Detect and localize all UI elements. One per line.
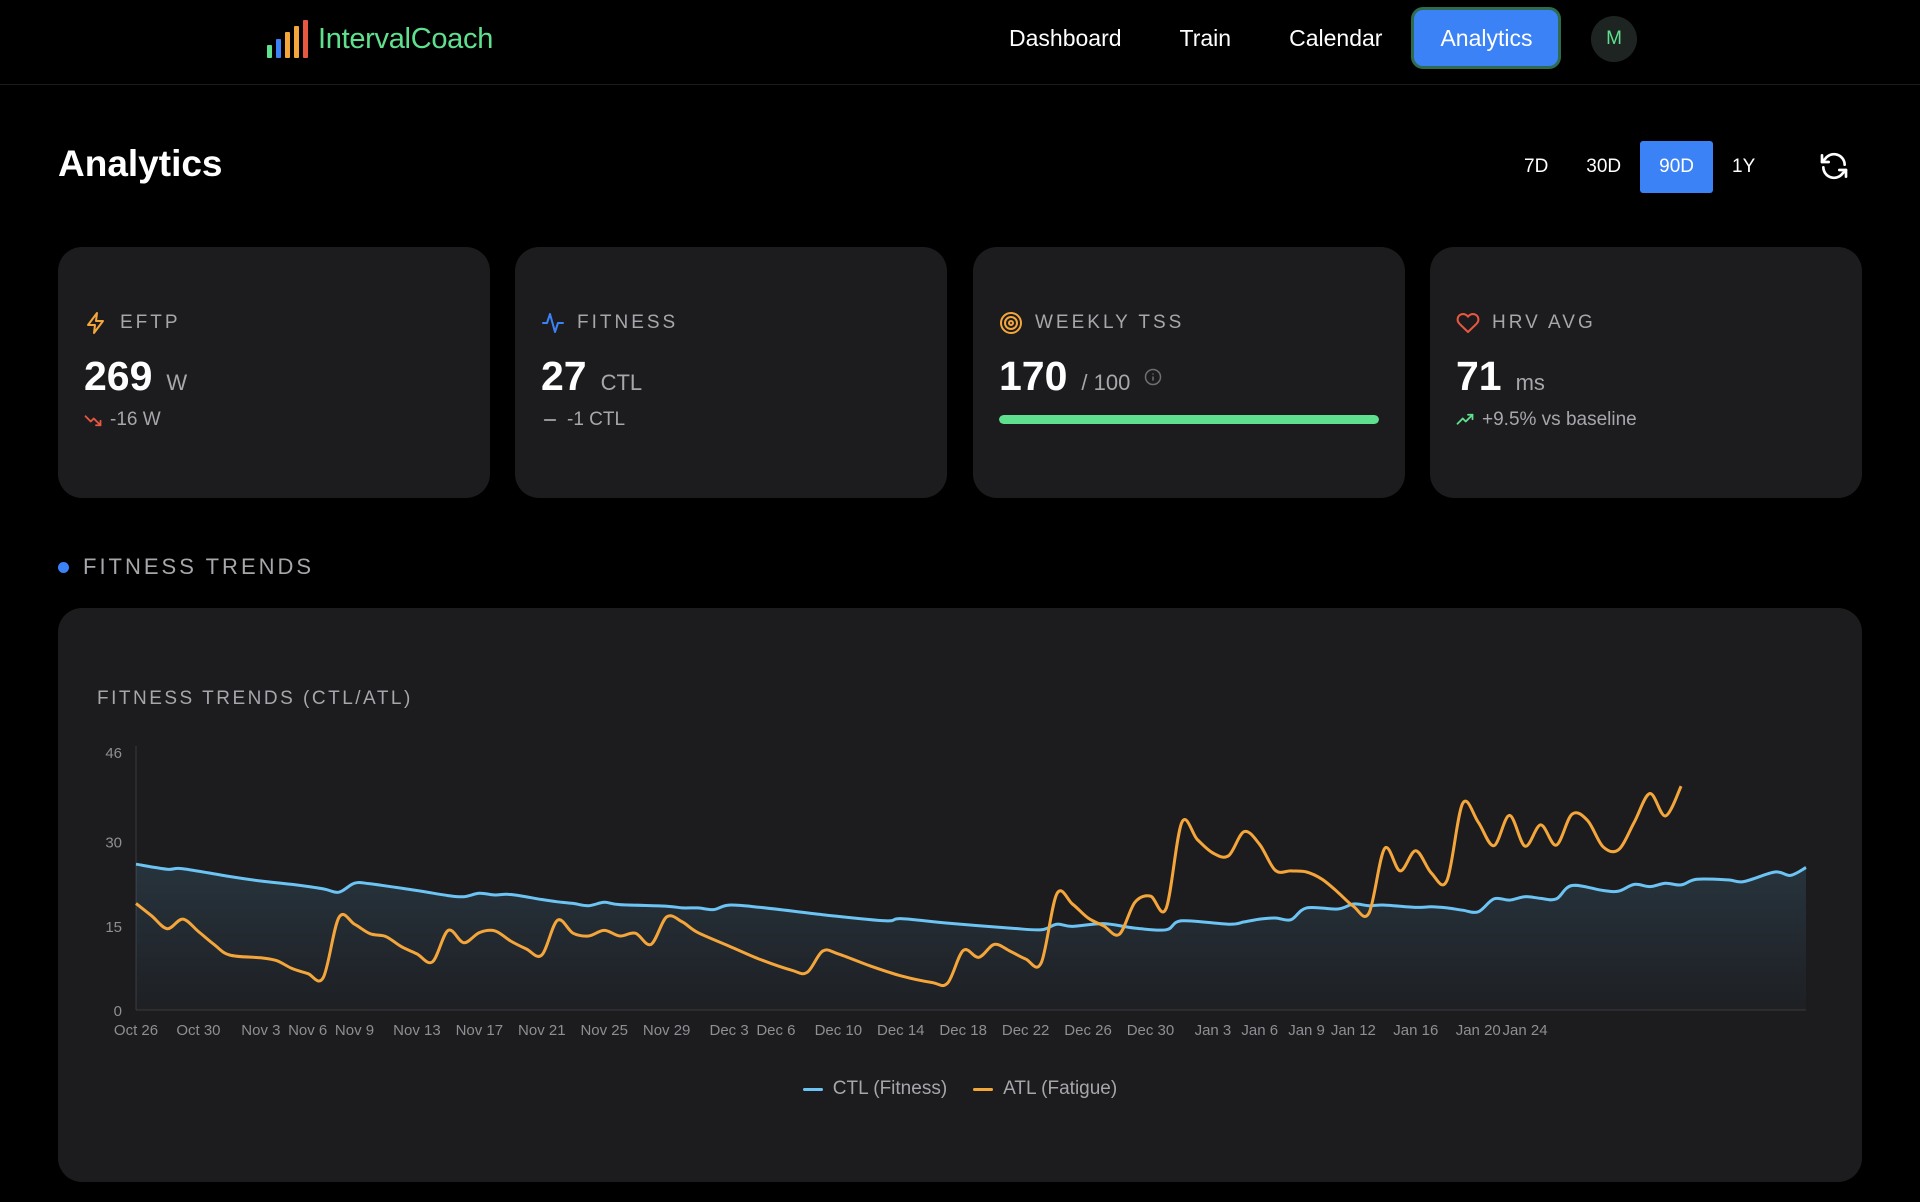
hrv-label: HRV AVG xyxy=(1492,312,1596,333)
lightning-icon xyxy=(87,312,104,334)
eftp-card[interactable]: EFTP 269 W -16 W xyxy=(58,247,490,498)
fitness-trends-section-header: FITNESS TRENDS xyxy=(58,554,314,580)
weekly-tss-progress-bar xyxy=(999,415,1379,424)
weekly-tss-value: 170 xyxy=(999,353,1068,399)
x-tick-label: Dec 18 xyxy=(939,1022,987,1039)
hrv-value: 71 xyxy=(1456,353,1502,399)
date-range-selector: 7D 30D 90D 1Y xyxy=(1505,141,1774,193)
range-1y-button[interactable]: 1Y xyxy=(1732,156,1756,177)
x-tick-label: Jan 9 xyxy=(1288,1022,1325,1039)
minus-icon xyxy=(543,419,557,421)
fitness-trends-chart[interactable]: 0 15 30 46 Oct 26 Oct 30 Nov 3 Nov 6 Nov 9 Nov 13… xyxy=(58,608,1862,1182)
x-tick-label: Jan 24 xyxy=(1503,1022,1548,1039)
x-tick-label: Nov 9 xyxy=(335,1022,374,1039)
x-tick-label: Jan 6 xyxy=(1241,1022,1278,1039)
x-tick-label: Nov 3 xyxy=(241,1022,280,1039)
legend-label-atl: ATL (Fatigue) xyxy=(1003,1078,1118,1099)
page-title: Analytics xyxy=(58,143,223,184)
fitness-delta: -1 CTL xyxy=(567,409,626,430)
nav-analytics[interactable]: Analytics xyxy=(1411,7,1562,69)
legend-item-atl[interactable]: ATL (Fatigue) xyxy=(973,1078,1117,1100)
weekly-tss-label: WEEKLY TSS xyxy=(1035,312,1185,333)
x-tick-label: Jan 3 xyxy=(1195,1022,1232,1039)
x-tick-label: Oct 30 xyxy=(176,1022,220,1039)
nav-dashboard[interactable]: Dashboard xyxy=(1009,25,1122,51)
fitness-value: 27 xyxy=(541,353,587,399)
fitness-label: FITNESS xyxy=(577,312,679,333)
heart-icon xyxy=(1456,313,1480,333)
nav-calendar[interactable]: Calendar xyxy=(1289,25,1383,51)
range-30d-button[interactable]: 30D xyxy=(1586,156,1622,177)
hrv-delta: +9.5% vs baseline xyxy=(1482,409,1637,430)
y-tick-label: 46 xyxy=(105,745,122,762)
x-tick-label: Dec 30 xyxy=(1127,1022,1175,1039)
x-tick-label: Nov 21 xyxy=(518,1022,566,1039)
range-7d-button[interactable]: 7D xyxy=(1524,156,1549,177)
ctl-area xyxy=(136,864,1806,1010)
eftp-value: 269 xyxy=(84,353,153,399)
fitness-card[interactable]: FITNESS 27 CTL -1 CTL xyxy=(515,247,947,498)
chart-title: FITNESS TRENDS (CTL/ATL) xyxy=(97,688,413,709)
refresh-icon[interactable] xyxy=(1818,150,1850,182)
info-icon[interactable] xyxy=(1144,368,1162,386)
x-tick-label: Nov 6 xyxy=(288,1022,327,1039)
user-avatar[interactable]: M xyxy=(1591,16,1637,62)
hrv-card[interactable]: HRV AVG 71 ms +9.5% vs baseline xyxy=(1430,247,1862,498)
x-tick-label: Dec 3 xyxy=(709,1022,748,1039)
x-tick-label: Dec 14 xyxy=(877,1022,925,1039)
metric-cards: EFTP 269 W -16 W FITNESS 27 CTL -1 CTL W… xyxy=(58,247,1862,498)
atl-line xyxy=(135,785,1683,988)
section-dot-icon xyxy=(58,561,69,573)
fitness-unit: CTL xyxy=(600,370,643,395)
brand[interactable]: IntervalCoach xyxy=(266,18,493,60)
section-title: FITNESS TRENDS xyxy=(83,554,315,579)
eftp-label: EFTP xyxy=(120,312,181,333)
y-tick-label: 0 xyxy=(114,1003,122,1020)
target-icon xyxy=(1000,312,1022,334)
legend-label-ctl: CTL (Fitness) xyxy=(832,1078,948,1099)
x-tick-label: Nov 25 xyxy=(580,1022,628,1039)
trend-up-icon xyxy=(1456,413,1474,425)
x-tick-label: Dec 22 xyxy=(1002,1022,1050,1039)
nav-train[interactable]: Train xyxy=(1179,25,1232,51)
legend-swatch-atl xyxy=(973,1087,994,1091)
x-tick-label: Dec 26 xyxy=(1064,1022,1112,1039)
x-tick-label: Jan 16 xyxy=(1393,1022,1438,1039)
x-tick-label: Dec 6 xyxy=(756,1022,795,1039)
x-tick-label: Nov 13 xyxy=(393,1022,441,1039)
legend-item-ctl[interactable]: CTL (Fitness) xyxy=(802,1078,948,1100)
eftp-delta: -16 W xyxy=(110,409,161,430)
eftp-unit: W xyxy=(166,370,188,395)
main-nav: Dashboard Train Calendar Analytics xyxy=(980,7,1562,69)
legend-swatch-ctl xyxy=(802,1087,823,1091)
top-navigation-bar: IntervalCoach Dashboard Train Calendar A… xyxy=(0,0,1920,85)
x-tick-label: Jan 12 xyxy=(1331,1022,1376,1039)
weekly-tss-target: / 100 xyxy=(1081,370,1131,395)
y-tick-label: 15 xyxy=(105,919,122,936)
x-tick-label: Nov 29 xyxy=(643,1022,691,1039)
weekly-tss-progress-fill xyxy=(999,415,1379,424)
x-tick-label: Nov 17 xyxy=(456,1022,504,1039)
ctl-line xyxy=(135,862,1807,932)
brand-name: IntervalCoach xyxy=(318,22,494,55)
x-tick-label: Dec 10 xyxy=(815,1022,863,1039)
activity-icon xyxy=(542,313,564,333)
fitness-trends-chart-panel: FITNESS TRENDS (CTL/ATL) 0 15 30 46 Oct 26 Oc… xyxy=(58,608,1862,1182)
y-tick-label: 30 xyxy=(105,835,122,852)
x-tick-label: Oct 26 xyxy=(114,1022,158,1039)
x-tick-label: Jan 20 xyxy=(1456,1022,1501,1039)
chart-legend: CTL (Fitness) ATL (Fatigue) xyxy=(58,1078,1862,1100)
range-90d-button[interactable]: 90D xyxy=(1640,141,1714,193)
hrv-unit: ms xyxy=(1515,370,1545,395)
bar-chart-logo-icon xyxy=(267,20,308,58)
weekly-tss-card[interactable]: WEEKLY TSS 170 / 100 xyxy=(973,247,1405,498)
trend-down-icon xyxy=(84,415,102,427)
